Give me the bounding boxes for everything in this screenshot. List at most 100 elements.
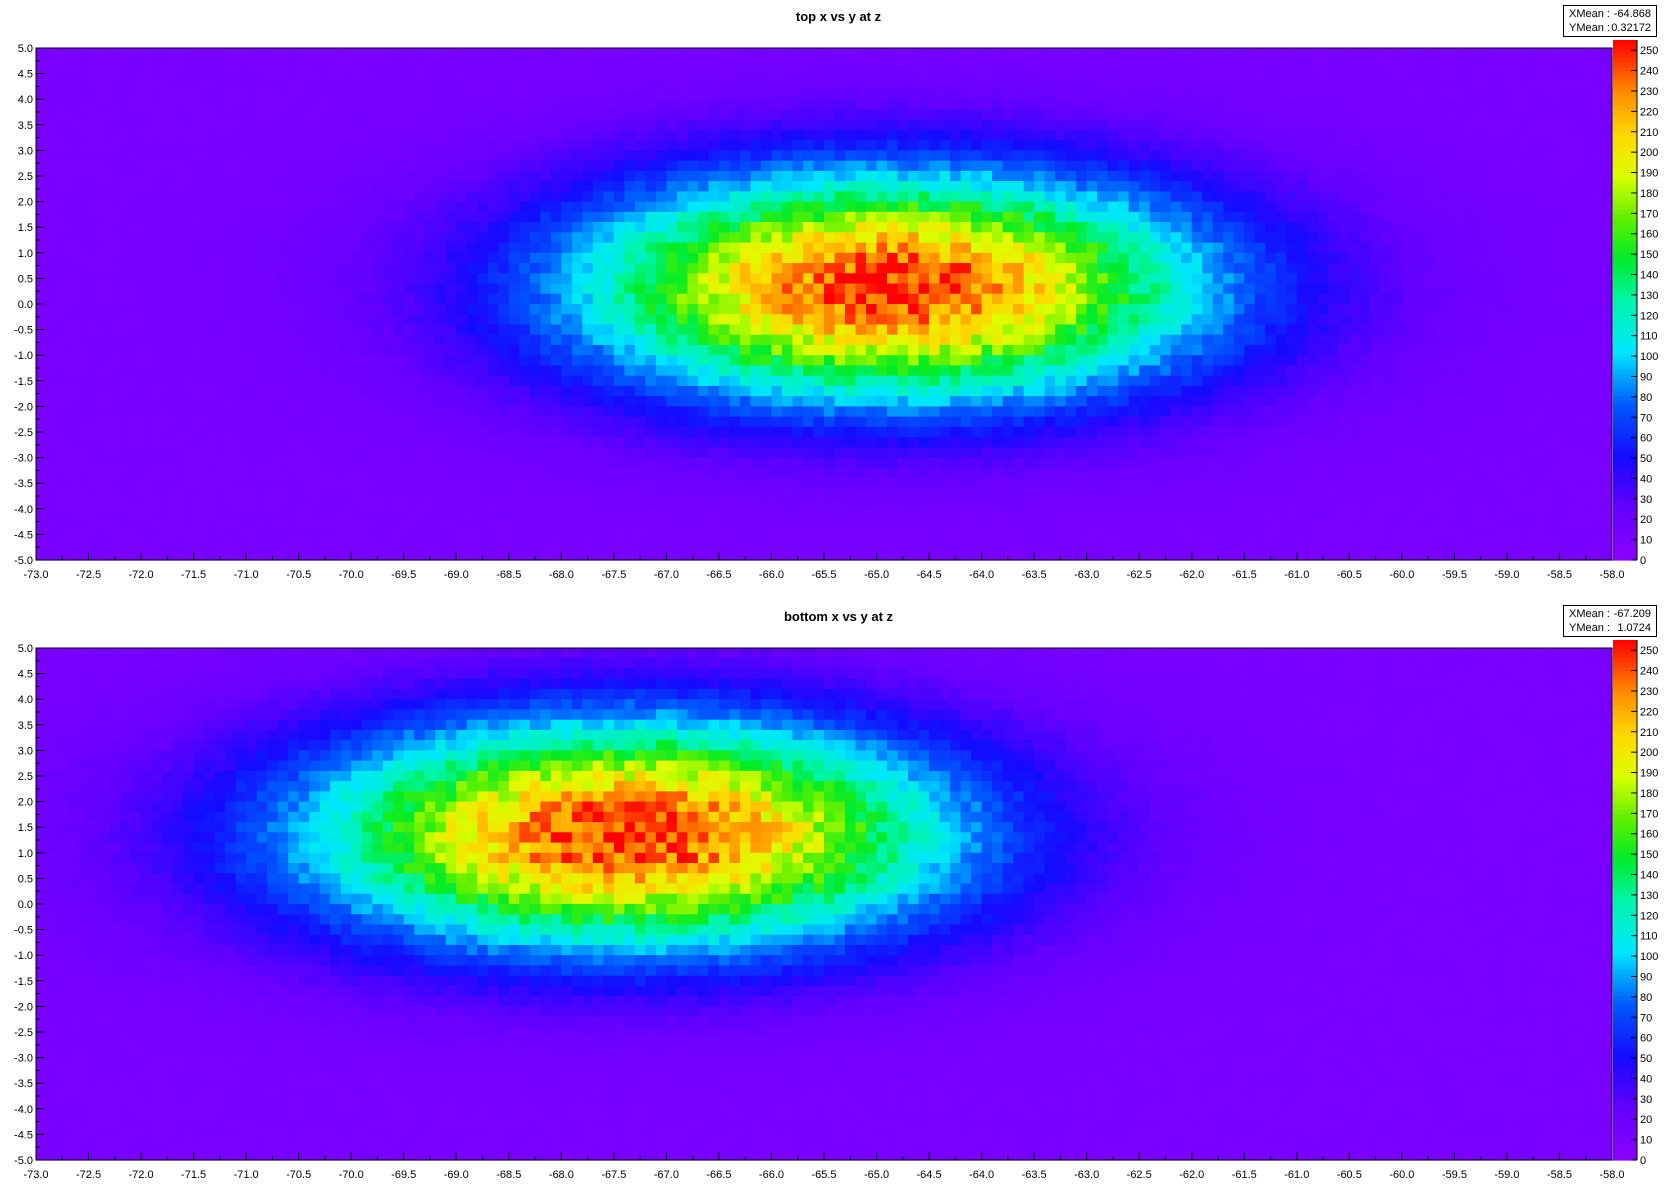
heatmap-cell xyxy=(1265,222,1277,233)
heatmap-cell xyxy=(1139,304,1151,315)
heatmap-cell xyxy=(981,314,993,326)
heatmap-cell xyxy=(267,273,279,285)
heatmap-cell xyxy=(1212,109,1224,121)
heatmap-cell xyxy=(666,129,678,141)
heatmap-cell xyxy=(361,129,373,141)
heatmap-cell xyxy=(340,263,352,274)
heatmap-cell xyxy=(866,150,878,162)
heatmap-cell xyxy=(1181,48,1193,59)
heatmap-cell xyxy=(1380,232,1392,244)
heatmap-cell xyxy=(582,181,594,192)
heatmap-cell xyxy=(330,78,342,90)
heatmap-cell xyxy=(739,78,752,90)
heatmap-cell xyxy=(655,365,667,377)
heatmap-cell xyxy=(1244,232,1256,244)
heatmap-cell xyxy=(1181,181,1193,192)
heatmap-cell xyxy=(802,314,815,326)
heatmap-cell xyxy=(550,150,562,162)
heatmap-cell xyxy=(1443,293,1455,305)
heatmap-cell xyxy=(1170,232,1182,244)
heatmap-cell xyxy=(256,273,268,285)
heatmap-cell xyxy=(1212,48,1224,59)
heatmap-cell xyxy=(1149,252,1161,264)
heatmap-cell xyxy=(634,263,646,274)
heatmap-cell xyxy=(508,191,520,203)
heatmap-cell xyxy=(414,129,426,141)
heatmap-cell xyxy=(697,58,710,70)
heatmap-cell xyxy=(214,334,226,346)
heatmap-cell xyxy=(550,263,562,274)
heatmap-cell xyxy=(1055,119,1067,131)
heatmap-cell xyxy=(1076,344,1088,356)
heatmap-cell xyxy=(1076,242,1088,254)
heatmap-cell xyxy=(781,48,794,59)
heatmap-cell xyxy=(908,191,920,203)
heatmap-cell xyxy=(1317,222,1329,233)
heatmap-cell xyxy=(1286,109,1298,121)
heatmap-cell xyxy=(834,129,846,141)
heatmap-cell xyxy=(771,273,783,285)
heatmap-cell xyxy=(319,88,331,100)
heatmap-cell xyxy=(634,222,646,233)
heatmap-cell xyxy=(1464,68,1477,80)
heatmap-cell xyxy=(424,160,436,172)
heatmap-cell xyxy=(866,181,878,192)
heatmap-cell xyxy=(1475,344,1487,356)
heatmap-cell xyxy=(1454,140,1466,151)
heatmap-cell xyxy=(1317,58,1329,70)
heatmap-cell xyxy=(393,99,405,111)
heatmap-cell xyxy=(1391,222,1403,233)
heatmap-cell xyxy=(1590,160,1603,172)
heatmap-cell xyxy=(992,355,1004,367)
heatmap-cell xyxy=(1002,88,1014,100)
heatmap-cell xyxy=(1296,293,1308,305)
heatmap-cell xyxy=(88,273,100,285)
heatmap-cell xyxy=(424,365,436,377)
heatmap-cell xyxy=(1485,334,1498,346)
heatmap-cell xyxy=(655,273,667,285)
heatmap-cell xyxy=(1569,140,1582,151)
heatmap-cell xyxy=(708,109,720,121)
heatmap-cell xyxy=(1233,304,1245,315)
heatmap-cell xyxy=(141,252,153,264)
heatmap-cell xyxy=(477,242,489,254)
heatmap-cell xyxy=(1538,58,1550,70)
heatmap-cell xyxy=(351,283,363,295)
heatmap-cell xyxy=(1002,150,1014,162)
heatmap-cell xyxy=(1013,181,1025,192)
heatmap-cell xyxy=(1097,119,1109,131)
heatmap-cell xyxy=(918,99,930,111)
heatmap-cell xyxy=(1265,314,1277,326)
heatmap-cell xyxy=(235,201,247,213)
heatmap-cell xyxy=(1286,232,1298,244)
heatmap-cell xyxy=(1013,58,1025,70)
heatmap-cell xyxy=(1233,68,1245,80)
heatmap-cell xyxy=(382,355,394,367)
heatmap-cell xyxy=(792,252,804,264)
heatmap-cell xyxy=(834,304,846,315)
heatmap-cell xyxy=(897,68,909,80)
heatmap-cell xyxy=(824,150,836,162)
heatmap-cell xyxy=(824,232,836,244)
heatmap-cell xyxy=(99,68,111,80)
heatmap-cell xyxy=(1202,344,1214,356)
heatmap-cell xyxy=(729,324,741,336)
heatmap-cell xyxy=(1149,365,1161,377)
heatmap-cell xyxy=(1548,334,1561,346)
heatmap-cell xyxy=(1265,375,1277,387)
heatmap-cell xyxy=(876,222,888,233)
heatmap-cell xyxy=(1307,191,1319,203)
heatmap-cell xyxy=(1559,242,1571,254)
heatmap-cell xyxy=(918,222,930,233)
heatmap-cell xyxy=(1443,365,1455,377)
heatmap-cell xyxy=(172,129,184,141)
heatmap-cell xyxy=(1433,252,1445,264)
heatmap-cell xyxy=(1538,170,1550,182)
heatmap-cell xyxy=(613,160,625,172)
heatmap-cell xyxy=(1223,150,1235,162)
heatmap-cell xyxy=(519,170,531,182)
heatmap-cell xyxy=(1233,334,1245,346)
heatmap-cell xyxy=(1569,242,1582,254)
heatmap-cell xyxy=(456,119,468,131)
heatmap-cell xyxy=(760,304,773,315)
